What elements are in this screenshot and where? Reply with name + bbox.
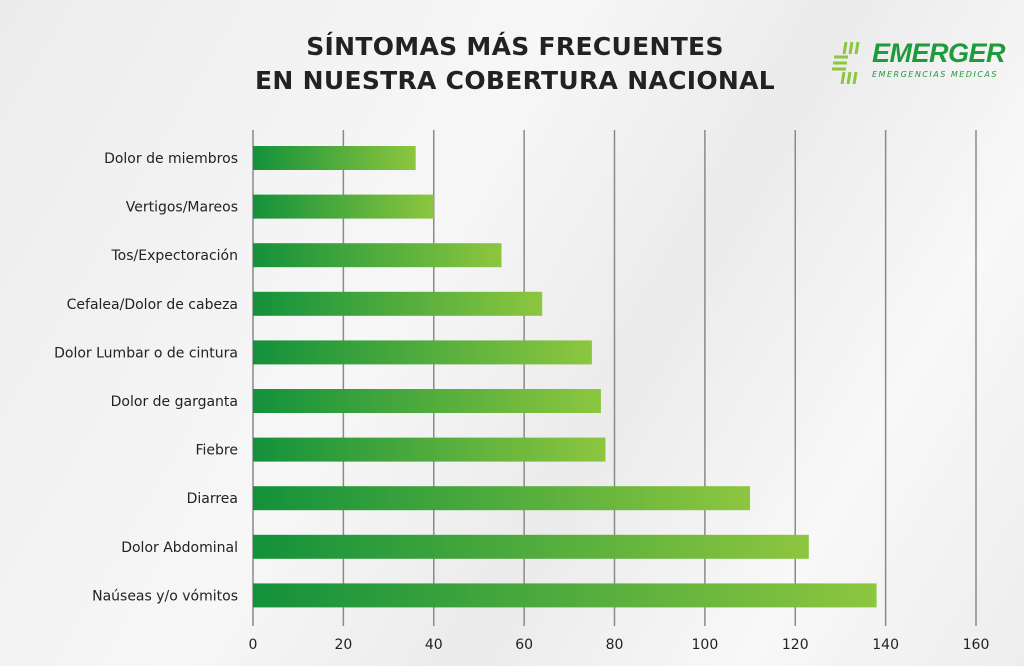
x-tick-label: 160	[963, 637, 990, 653]
x-tick-label: 140	[872, 637, 899, 653]
x-tick-label: 20	[334, 637, 352, 653]
bar	[253, 534, 809, 559]
bar	[253, 146, 416, 170]
category-label: Dolor de miembros	[104, 151, 238, 167]
bar	[253, 194, 434, 219]
category-label: Naúseas y/o vómitos	[92, 588, 238, 604]
title-line-2: EN NUESTRA COBERTURA NACIONAL	[255, 66, 775, 95]
emerger-logo: EMERGER EMERGENCIAS MEDICAS	[830, 36, 1006, 86]
category-label: Tos/Expectoración	[111, 248, 239, 264]
chart-title: SÍNTOMAS MÁS FRECUENTES EN NUESTRA COBER…	[180, 30, 850, 98]
logo-tagline: EMERGENCIAS MEDICAS	[872, 70, 998, 79]
x-tick-label: 80	[606, 637, 624, 653]
logo-wordmark: EMERGER	[872, 38, 1006, 68]
category-label: Dolor Abdominal	[121, 540, 238, 556]
category-label: Dolor Lumbar o de cintura	[54, 345, 238, 361]
category-label: Diarrea	[187, 491, 238, 507]
title-line-1: SÍNTOMAS MÁS FRECUENTES	[306, 32, 724, 61]
category-label: Vertigos/Mareos	[126, 200, 238, 216]
bar	[253, 583, 877, 608]
bar	[253, 437, 606, 462]
bar	[253, 243, 502, 268]
x-tick-label: 120	[782, 637, 809, 653]
bar	[253, 486, 751, 511]
category-label: Fiebre	[196, 443, 239, 459]
x-tick-label: 40	[425, 637, 443, 653]
x-tick-label: 100	[692, 637, 719, 653]
category-label: Dolor de garganta	[111, 394, 238, 410]
category-label: Cefalea/Dolor de cabeza	[67, 297, 238, 313]
cross-logo-icon	[832, 41, 860, 84]
x-tick-label: 60	[515, 637, 533, 653]
bar	[253, 291, 543, 316]
x-tick-label: 0	[249, 637, 258, 653]
bar	[253, 340, 592, 365]
bar	[253, 389, 601, 413]
